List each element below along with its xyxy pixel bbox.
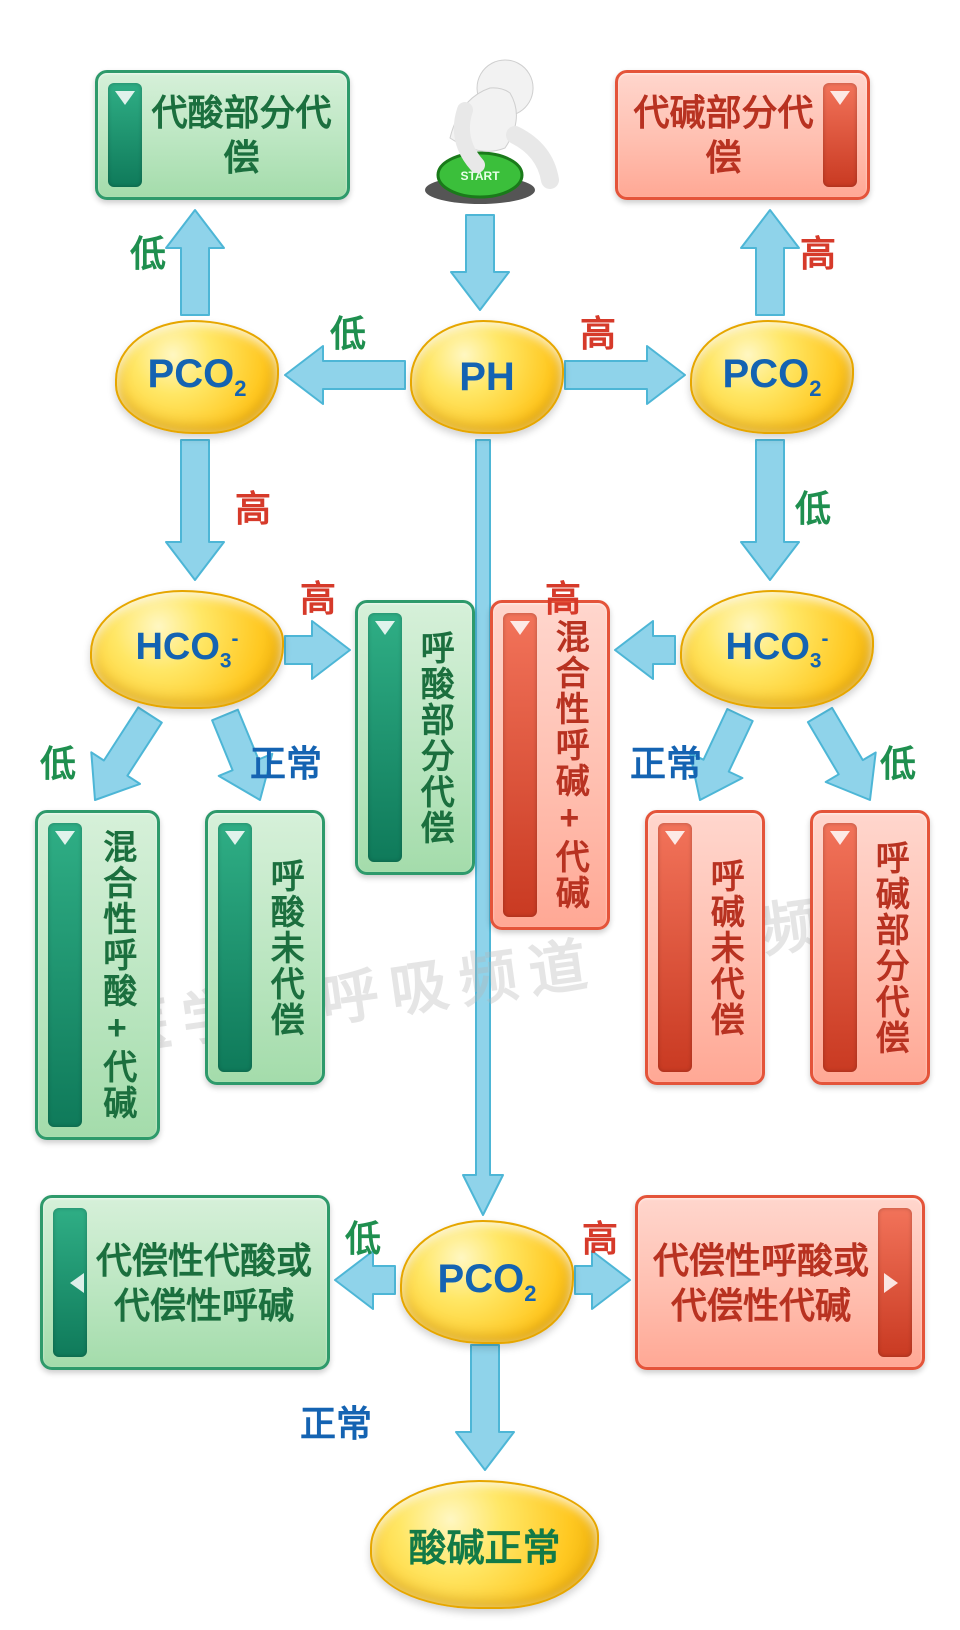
node-pco2_r: PCO2: [690, 320, 854, 434]
node-ph: PH: [410, 320, 564, 434]
box-chevron: [53, 1208, 87, 1357]
box-chevron: [823, 83, 857, 187]
box-text: 代酸部分代偿: [144, 81, 339, 189]
box-b_lt: 代酸部分代偿: [95, 70, 350, 200]
box-chevron: [823, 823, 857, 1072]
start-figure: START: [395, 40, 565, 210]
box-b_rt: 代碱部分代偿: [615, 70, 870, 200]
edge-label: 高: [800, 225, 836, 277]
box-chevron: [108, 83, 142, 187]
box-chevron: [503, 613, 537, 917]
node-label: PCO2: [438, 1257, 537, 1307]
edge-label: 低: [795, 480, 831, 532]
box-text: 呼酸部分代偿: [404, 611, 464, 864]
box-b_bl: 代偿性代酸或代偿性呼碱: [40, 1195, 330, 1370]
arrow: [166, 440, 224, 580]
edge-label: 正常: [630, 735, 702, 787]
node-label: HCO3-: [725, 626, 828, 674]
box-b_br: 代偿性呼酸或代偿性代碱: [635, 1195, 925, 1370]
box-chevron: [878, 1208, 912, 1357]
box-text: 呼碱未代偿: [694, 821, 754, 1074]
arrow: [615, 621, 675, 679]
edge-label: 高: [235, 480, 271, 532]
node-label: PCO2: [148, 352, 247, 402]
node-hco3_l: HCO3-: [90, 590, 284, 709]
edge-label: 正常: [250, 735, 322, 787]
box-b_ll2: 呼酸未代偿: [205, 810, 325, 1085]
diagram-stage: 医学界呼吸频道频道STARTPHPCO2PCO2HCO3-HCO3-PCO2酸碱…: [0, 0, 960, 1630]
box-chevron: [218, 823, 252, 1072]
box-b_ml1: 呼酸部分代偿: [355, 600, 475, 875]
node-normal_end: 酸碱正常: [370, 1480, 599, 1609]
node-label: 酸碱正常: [408, 1517, 560, 1572]
box-text: 代偿性呼酸或代偿性代碱: [646, 1206, 876, 1359]
node-hco3_r: HCO3-: [680, 590, 874, 709]
arrow: [741, 210, 799, 315]
arrow: [808, 708, 876, 800]
box-b_rr1: 呼碱部分代偿: [810, 810, 930, 1085]
box-text: 混合性呼碱+代碱: [539, 611, 599, 919]
edge-label: 低: [330, 305, 366, 357]
node-pco2_mid: PCO2: [400, 1220, 574, 1344]
node-pco2_l: PCO2: [115, 320, 279, 434]
arrow: [91, 707, 162, 800]
box-chevron: [48, 823, 82, 1127]
edge-label: 高: [300, 570, 336, 622]
watermark: 医学界呼吸频道: [107, 916, 604, 1067]
box-text: 呼碱部分代偿: [859, 821, 919, 1074]
edge-label: 高: [545, 570, 581, 622]
arrow: [451, 215, 509, 310]
edge-label: 低: [880, 735, 916, 787]
node-label: PH: [459, 355, 515, 400]
edge-label: 正常: [300, 1395, 372, 1447]
arrow: [741, 440, 799, 580]
edge-label: 低: [345, 1210, 381, 1262]
node-label: HCO3-: [135, 626, 238, 674]
arrow: [456, 1345, 514, 1470]
box-text: 呼酸未代偿: [254, 821, 314, 1074]
node-label: PCO2: [723, 352, 822, 402]
edge-label: 低: [130, 225, 166, 277]
box-text: 代偿性代酸或代偿性呼碱: [89, 1206, 319, 1359]
box-chevron: [658, 823, 692, 1072]
box-chevron: [368, 613, 402, 862]
arrow: [285, 621, 350, 679]
edge-label: 低: [40, 735, 76, 787]
box-text: 代碱部分代偿: [626, 81, 821, 189]
edge-label: 高: [580, 305, 616, 357]
arrow: [166, 210, 224, 315]
edge-label: 高: [582, 1210, 618, 1262]
box-text: 混合性呼酸+代碱: [84, 821, 149, 1129]
box-b_mr1: 混合性呼碱+代碱: [490, 600, 610, 930]
box-b_ll1: 混合性呼酸+代碱: [35, 810, 160, 1140]
box-b_rr2: 呼碱未代偿: [645, 810, 765, 1085]
